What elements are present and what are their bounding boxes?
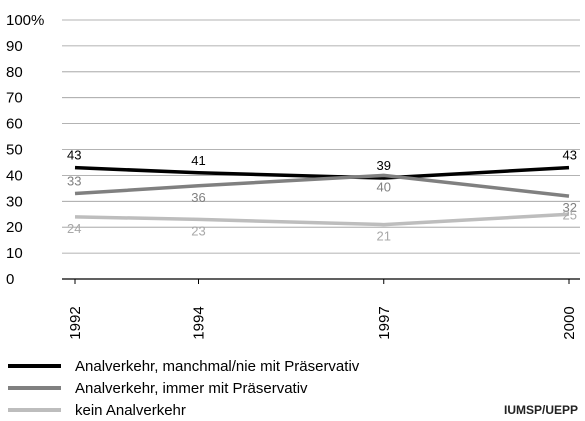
data-label-s1-1: 41 [191, 153, 205, 168]
data-label-s3-3: 25 [563, 207, 577, 222]
source-credit: IUMSP/UEPP [503, 403, 578, 417]
series-line-3 [74, 212, 570, 227]
line-chart: 100% 90 80 70 60 50 40 30 20 10 0 1992 1994 1997 2000… [6, 12, 580, 340]
legend-label-1: Analverkehr, manchmal/nie mit Präservati… [75, 357, 360, 375]
x-tick-label-3: 2000 [561, 306, 578, 339]
data-label-s1-0: 43 [67, 148, 81, 163]
y-tick-label-9: 10 [6, 245, 23, 262]
x-axis-tick-labels: 1992 1994 1997 2000 [67, 279, 578, 340]
data-label-s1-3: 43 [563, 148, 577, 163]
gridlines [62, 19, 580, 280]
series-line-1 [74, 165, 570, 180]
y-tick-label-1: 90 [6, 38, 23, 55]
y-axis-tick-labels: 100% 90 80 70 60 50 40 30 20 10 0 [6, 12, 44, 288]
y-tick-label-0: 100% [6, 12, 44, 29]
y-tick-label-5: 50 [6, 142, 23, 159]
legend-item-2: Analverkehr, immer mit Präservativ [8, 377, 359, 399]
x-tick-label-2: 1997 [376, 306, 393, 339]
data-labels: 43 41 39 43 33 36 40 32 24 23 21 25 [67, 148, 577, 244]
y-tick-label-3: 70 [6, 90, 23, 107]
y-tick-label-10: 0 [6, 271, 14, 288]
data-label-s2-2: 40 [377, 179, 391, 194]
legend-swatch-2 [8, 386, 61, 390]
data-label-s2-0: 33 [67, 174, 81, 189]
data-label-s2-3: 32 [563, 200, 577, 215]
data-label-s3-1: 23 [191, 223, 205, 238]
legend-swatch-1 [8, 364, 61, 368]
data-label-s3-0: 24 [67, 221, 81, 236]
legend-label-2: Analverkehr, immer mit Präservativ [75, 379, 308, 397]
legend-label-3: kein Analverkehr [75, 401, 186, 419]
legend-swatch-3 [8, 408, 61, 412]
data-label-s1-2: 39 [377, 158, 391, 173]
series-line-2 [74, 173, 570, 198]
x-tick-label-1: 1994 [191, 306, 208, 339]
legend-item-1: Analverkehr, manchmal/nie mit Präservati… [8, 355, 359, 377]
y-tick-label-2: 80 [6, 64, 23, 81]
y-tick-label-6: 40 [6, 167, 23, 184]
legend-item-3: kein Analverkehr [8, 399, 359, 421]
data-label-s2-1: 36 [191, 190, 205, 205]
x-tick-label-0: 1992 [67, 306, 84, 339]
y-tick-label-4: 60 [6, 116, 23, 133]
legend: Analverkehr, manchmal/nie mit Präservati… [8, 355, 359, 421]
y-tick-label-8: 20 [6, 219, 23, 236]
data-label-s3-2: 21 [377, 229, 391, 244]
series-lines [74, 165, 570, 227]
y-tick-label-7: 30 [6, 193, 23, 210]
